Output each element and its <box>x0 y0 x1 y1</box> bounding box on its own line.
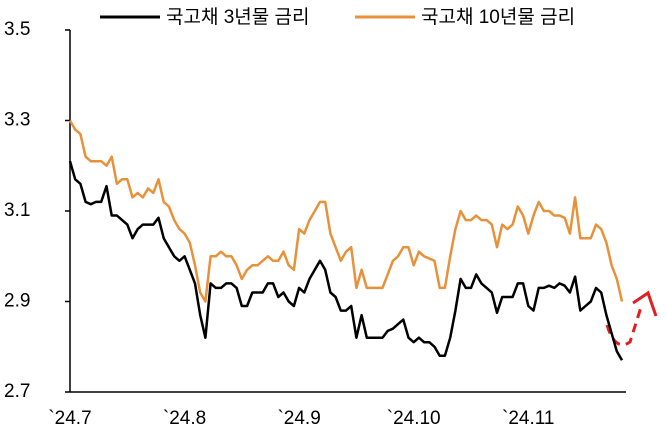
x-tick-label: `24.10 <box>387 408 441 429</box>
x-tick-label: `24.8 <box>163 408 206 429</box>
series-line <box>68 160 624 361</box>
series-line <box>68 119 624 303</box>
y-tick-label: 3.1 <box>4 200 30 221</box>
trend-arrow-head <box>632 290 658 317</box>
y-tick-label: 3.5 <box>4 19 30 40</box>
y-tick-label: 3.3 <box>4 110 30 131</box>
y-tick-label: 2.9 <box>4 291 30 312</box>
legend-label: 국고채 10년물 금리 <box>421 6 575 28</box>
x-tick-label: `24.9 <box>277 408 320 429</box>
trend-arrow <box>605 303 644 347</box>
legend-label: 국고채 3년물 금리 <box>166 6 310 28</box>
x-tick-label: `24.11 <box>502 408 554 429</box>
y-tick-label: 2.7 <box>4 381 30 402</box>
x-tick-label: `24.7 <box>48 408 91 429</box>
